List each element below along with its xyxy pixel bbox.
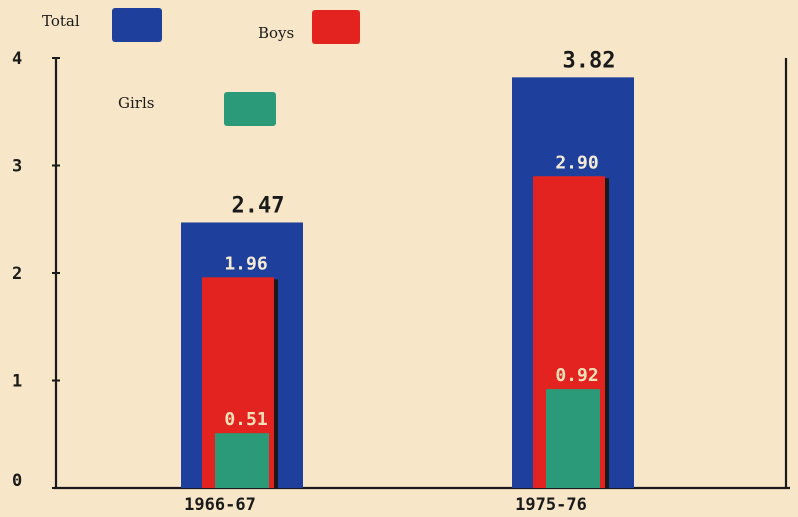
value-label-girls: 0.92 xyxy=(555,365,598,386)
value-label-boys: 2.90 xyxy=(555,152,598,173)
bar-shadow-boys xyxy=(603,178,609,488)
y-tick-label: 4 xyxy=(12,49,22,69)
value-label-boys: 1.96 xyxy=(224,253,267,274)
x-category-label: 1966-67 xyxy=(184,495,256,515)
value-label-girls: 0.51 xyxy=(224,409,267,430)
legend-label-boys: Boys xyxy=(258,24,294,42)
legend-swatch-total xyxy=(112,8,162,42)
axes: 0 1 2 3 4 xyxy=(12,49,790,491)
x-category-label: 1975-76 xyxy=(515,495,587,515)
y-tick-label: 3 xyxy=(12,157,22,177)
bar-girls xyxy=(546,389,600,488)
y-tick-label: 1 xyxy=(12,372,22,392)
legend-swatch-girls xyxy=(224,92,276,126)
bar-shadow-boys xyxy=(272,279,278,488)
bars: 2.47 1.96 0.51 1966-67 3.82 2.90 0.92 1975-76 xyxy=(181,48,634,515)
legend-label-girls: Girls xyxy=(118,94,154,112)
value-label-total: 3.82 xyxy=(563,48,616,73)
value-label-total: 2.47 xyxy=(232,193,285,218)
y-tick-label: 2 xyxy=(12,264,22,284)
legend: Total Boys Girls xyxy=(42,8,360,126)
y-tick-label: 0 xyxy=(12,471,22,491)
legend-label-total: Total xyxy=(42,12,80,30)
bar-girls xyxy=(215,433,269,488)
legend-swatch-boys xyxy=(312,10,360,44)
